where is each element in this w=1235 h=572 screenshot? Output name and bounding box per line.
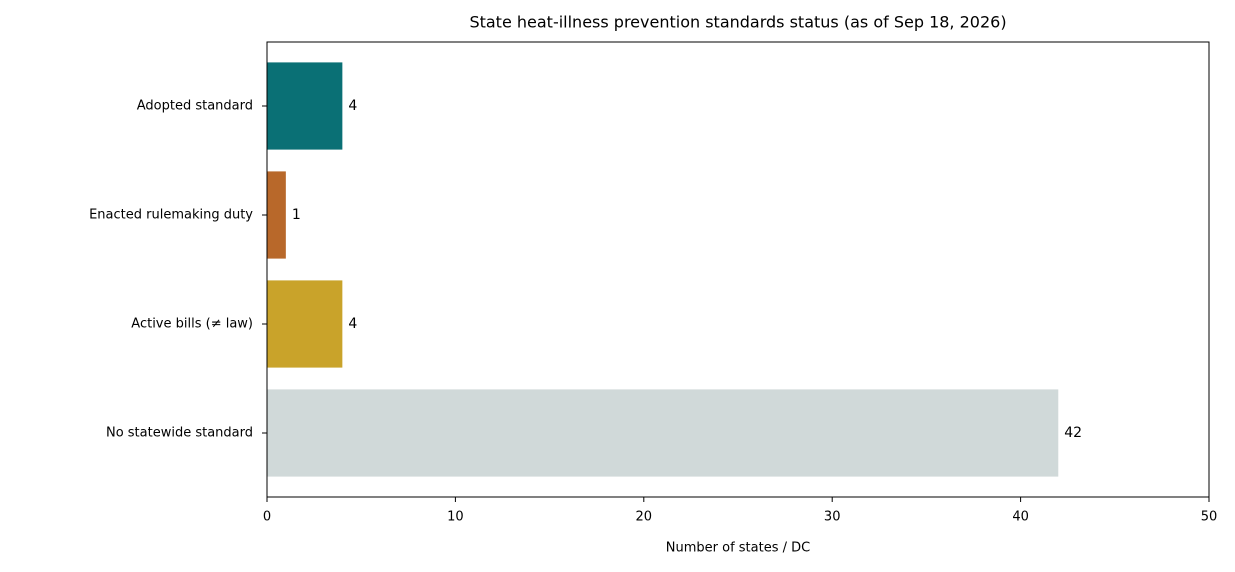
x-tick-label: 10 [447,510,464,525]
value-label: 42 [1064,425,1082,441]
bar [267,280,343,368]
plot-frame [266,41,1210,498]
y-tick-label: Active bills (≠ law) [131,317,253,332]
value-label: 4 [348,98,357,114]
y-tick-label: No statewide standard [106,426,253,441]
x-axis-label: Number of states / DC [666,541,810,556]
value-label: 1 [292,207,301,223]
y-tick-label: Enacted rulemaking duty [89,208,253,223]
value-label: 4 [348,316,357,332]
bar [267,171,286,259]
x-tick-label: 50 [1201,510,1218,525]
chart-title: State heat-illness prevention standards … [469,13,1006,32]
x-tick-label: 30 [824,510,841,525]
y-tick-label: Adopted standard [137,99,253,114]
x-tick-label: 20 [636,510,653,525]
x-tick-label: 0 [263,510,271,525]
bar [267,389,1059,477]
x-tick-label: 40 [1012,510,1029,525]
bar [267,62,343,150]
